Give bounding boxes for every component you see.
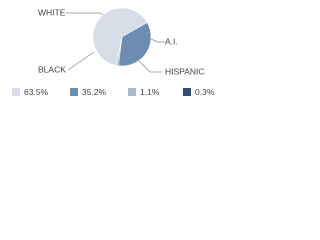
slice-label: A.I. [165, 36, 178, 46]
legend-label: 35.2% [82, 87, 107, 97]
leader-line [137, 59, 162, 73]
legend-swatch [12, 88, 20, 96]
chart: WHITE HISPANIC A.I. BLACK 63.5% 35.2% 1.1% 0.3% [12, 7, 215, 97]
legend-label: 1.1% [140, 87, 160, 97]
legend-swatch [128, 88, 136, 96]
leader-line [67, 51, 95, 71]
slice-label: BLACK [38, 64, 66, 74]
pie-slice [92, 7, 148, 66]
legend-swatch [183, 88, 191, 96]
pie-slice [118, 22, 152, 67]
slice-label: WHITE [38, 7, 66, 17]
legend-label: 0.3% [195, 87, 215, 97]
legend-swatch [70, 88, 78, 96]
legend-label: 63.5% [24, 87, 49, 97]
pie-slice [115, 36, 123, 66]
slice-label: HISPANIC [165, 66, 205, 76]
